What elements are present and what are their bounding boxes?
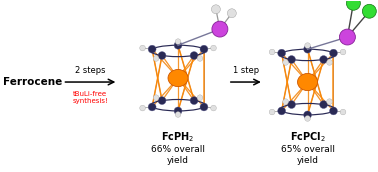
Circle shape (330, 107, 338, 115)
Circle shape (339, 29, 355, 45)
Circle shape (158, 52, 166, 60)
Circle shape (153, 95, 159, 101)
Circle shape (363, 4, 376, 18)
Circle shape (327, 60, 332, 65)
Circle shape (305, 116, 310, 121)
Circle shape (304, 111, 311, 119)
Circle shape (340, 49, 346, 55)
Circle shape (288, 101, 296, 109)
Text: 66% overall: 66% overall (151, 145, 205, 154)
Circle shape (288, 56, 296, 63)
Ellipse shape (168, 69, 188, 87)
Text: FcPCl$_2$: FcPCl$_2$ (290, 131, 325, 144)
Circle shape (283, 60, 288, 65)
Circle shape (283, 99, 288, 105)
Circle shape (211, 5, 220, 14)
Circle shape (327, 99, 332, 105)
Circle shape (190, 97, 198, 105)
Circle shape (278, 49, 286, 57)
Circle shape (269, 49, 275, 55)
Circle shape (140, 105, 146, 111)
Circle shape (340, 109, 346, 115)
Circle shape (320, 56, 327, 63)
Text: FcPH$_2$: FcPH$_2$ (161, 131, 195, 144)
Circle shape (148, 45, 156, 53)
Circle shape (330, 49, 338, 57)
Circle shape (153, 56, 159, 61)
Text: yield: yield (297, 156, 319, 165)
Circle shape (320, 101, 327, 109)
Circle shape (304, 45, 311, 53)
Circle shape (200, 103, 208, 111)
Text: tBuLi-free
synthesis!: tBuLi-free synthesis! (73, 91, 108, 104)
Circle shape (174, 107, 182, 115)
Circle shape (346, 0, 360, 10)
Circle shape (148, 103, 156, 111)
Circle shape (197, 95, 203, 101)
Circle shape (190, 52, 198, 60)
Circle shape (175, 112, 181, 117)
Circle shape (174, 41, 182, 49)
Circle shape (269, 109, 275, 115)
Circle shape (158, 97, 166, 105)
Circle shape (140, 45, 146, 51)
Circle shape (200, 45, 208, 53)
Circle shape (278, 107, 286, 115)
Circle shape (175, 39, 181, 45)
Circle shape (197, 56, 203, 61)
Text: Ferrocene: Ferrocene (3, 77, 62, 87)
Circle shape (305, 43, 310, 49)
Circle shape (211, 45, 216, 51)
Circle shape (227, 9, 236, 18)
Text: 65% overall: 65% overall (280, 145, 335, 154)
Ellipse shape (297, 73, 318, 91)
Text: 2 steps: 2 steps (75, 66, 105, 75)
Circle shape (211, 105, 216, 111)
Text: yield: yield (167, 156, 189, 165)
Text: 1 step: 1 step (233, 66, 259, 75)
Circle shape (212, 21, 228, 37)
